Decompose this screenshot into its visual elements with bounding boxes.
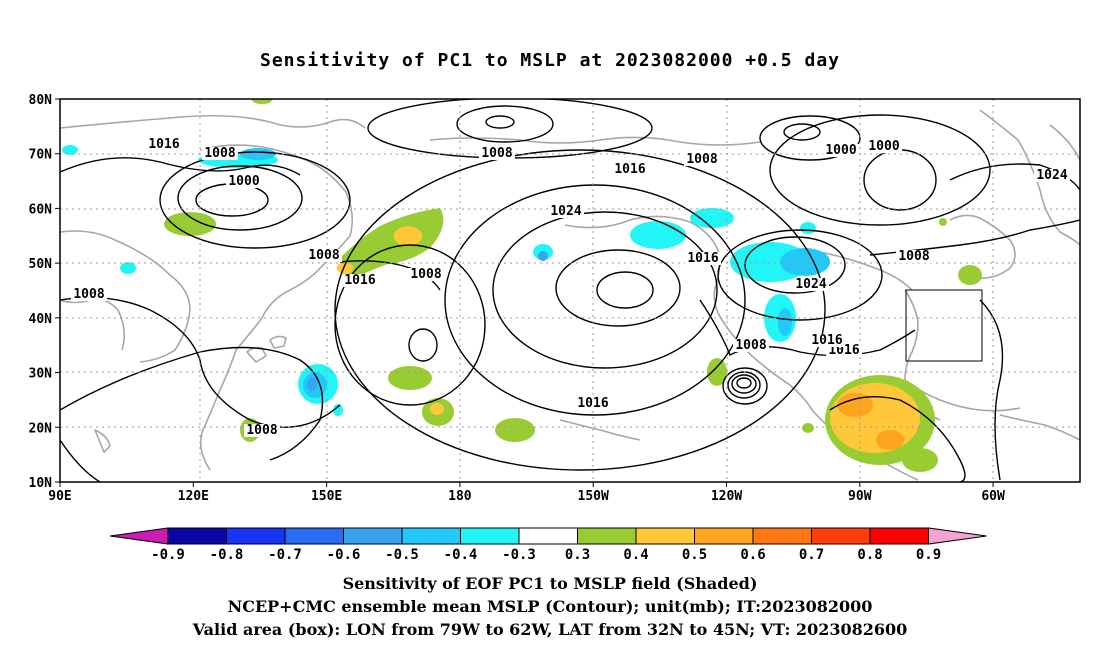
colorbar-label: -0.6 — [327, 547, 361, 563]
lon-tick-label: 120W — [711, 489, 742, 504]
contour-label: 1008 — [410, 267, 441, 282]
caption-contour: NCEP+CMC ensemble mean MSLP (Contour); u… — [227, 597, 873, 616]
colorbar-label: -0.5 — [385, 547, 419, 563]
colorbar-bin — [869, 527, 929, 545]
contour-label: 1000 — [228, 174, 259, 189]
lon-tick-label: 150W — [578, 489, 609, 504]
lat-tick-label: 10N — [29, 476, 53, 491]
contour-label: 1008 — [246, 423, 277, 438]
colorbar-label: -0.8 — [210, 547, 244, 563]
colorbar-label: 0.9 — [916, 547, 941, 563]
contour-label: 1008 — [73, 287, 104, 302]
lat-tick-label: 20N — [29, 421, 53, 436]
lon-tick-label: 60W — [981, 489, 1005, 504]
contour-label: 1016 — [687, 251, 718, 266]
contour-label: 1008 — [481, 146, 512, 161]
colorbar-bin — [284, 527, 344, 545]
colorbar-label: -0.7 — [268, 547, 302, 563]
colorbar-bin — [518, 527, 578, 545]
colorbar-bin — [635, 527, 695, 545]
colorbar-bin — [167, 527, 227, 545]
caption-shading: Sensitivity of EOF PC1 to MSLP field (Sh… — [342, 574, 758, 593]
lon-tick-label: 120E — [178, 489, 209, 504]
colorbar-bin — [577, 527, 637, 545]
contour-label: 1016 — [811, 333, 842, 348]
colorbar-bin — [226, 527, 286, 545]
caption-valid-area: Valid area (box): LON from 79W to 62W, L… — [192, 620, 908, 639]
contour-label: 1016 — [344, 273, 375, 288]
contour-label: 1024 — [1036, 168, 1067, 183]
contour-label: 1024 — [795, 277, 826, 292]
plot-frame — [59, 98, 1081, 483]
colorbar-label: 0.6 — [740, 547, 765, 563]
colorbar-label: 0.7 — [799, 547, 824, 563]
contour-label: 1008 — [686, 152, 717, 167]
contour-label: 1016 — [577, 396, 608, 411]
contour-label: 1008 — [204, 146, 235, 161]
contour-label: 1000 — [868, 139, 899, 154]
contour-label: 1016 — [614, 162, 645, 177]
colorbar-bin — [343, 527, 403, 545]
lon-tick-label: 90W — [848, 489, 872, 504]
lat-tick-label: 40N — [29, 312, 53, 327]
colorbar: -0.9 -0.8 -0.7 -0.6 -0.5 -0.4 -0.3 0.3 0.4 0.5 0.6… — [109, 527, 987, 563]
colorbar-label: 0.4 — [623, 547, 648, 563]
contour-label: 1008 — [898, 249, 929, 264]
colorbar-bin — [694, 527, 754, 545]
colorbar-bin — [460, 527, 520, 545]
colorbar-label: -0.4 — [444, 547, 478, 563]
valid-area-box — [905, 289, 983, 362]
contour-label: 1016 — [148, 137, 179, 152]
contour-label: 1008 — [308, 248, 339, 263]
contour-labels: 1016 1008 1000 1008 1008 1000 1000 1024 1016 1024… — [71, 137, 1070, 438]
lat-tick-label: 80N — [29, 93, 53, 108]
map-title: Sensitivity of PC1 to MSLP at 2023082000… — [259, 50, 840, 71]
colorbar-bin — [752, 527, 812, 545]
colorbar-label: 0.5 — [682, 547, 707, 563]
lon-tick-label: 150E — [311, 489, 342, 504]
colorbar-label: -0.3 — [502, 547, 536, 563]
colorbar-right-arrow — [928, 527, 987, 545]
lon-tick-label: 180 — [448, 489, 472, 504]
contour-label: 1000 — [825, 143, 856, 158]
lat-tick-label: 30N — [29, 367, 53, 382]
colorbar-bin — [401, 527, 461, 545]
contour-label: 1008 — [735, 338, 766, 353]
colorbar-left-arrow — [109, 527, 169, 545]
colorbar-bin — [811, 527, 871, 545]
lat-tick-label: 70N — [29, 148, 53, 163]
lat-tick-label: 60N — [29, 202, 53, 217]
lat-tick-label: 50N — [29, 257, 53, 272]
contour-label: 1024 — [550, 204, 581, 219]
colorbar-label: 0.3 — [565, 547, 590, 563]
lon-tick-label: 90E — [48, 489, 71, 504]
colorbar-label: -0.9 — [151, 547, 185, 563]
colorbar-label: 0.8 — [857, 547, 882, 563]
